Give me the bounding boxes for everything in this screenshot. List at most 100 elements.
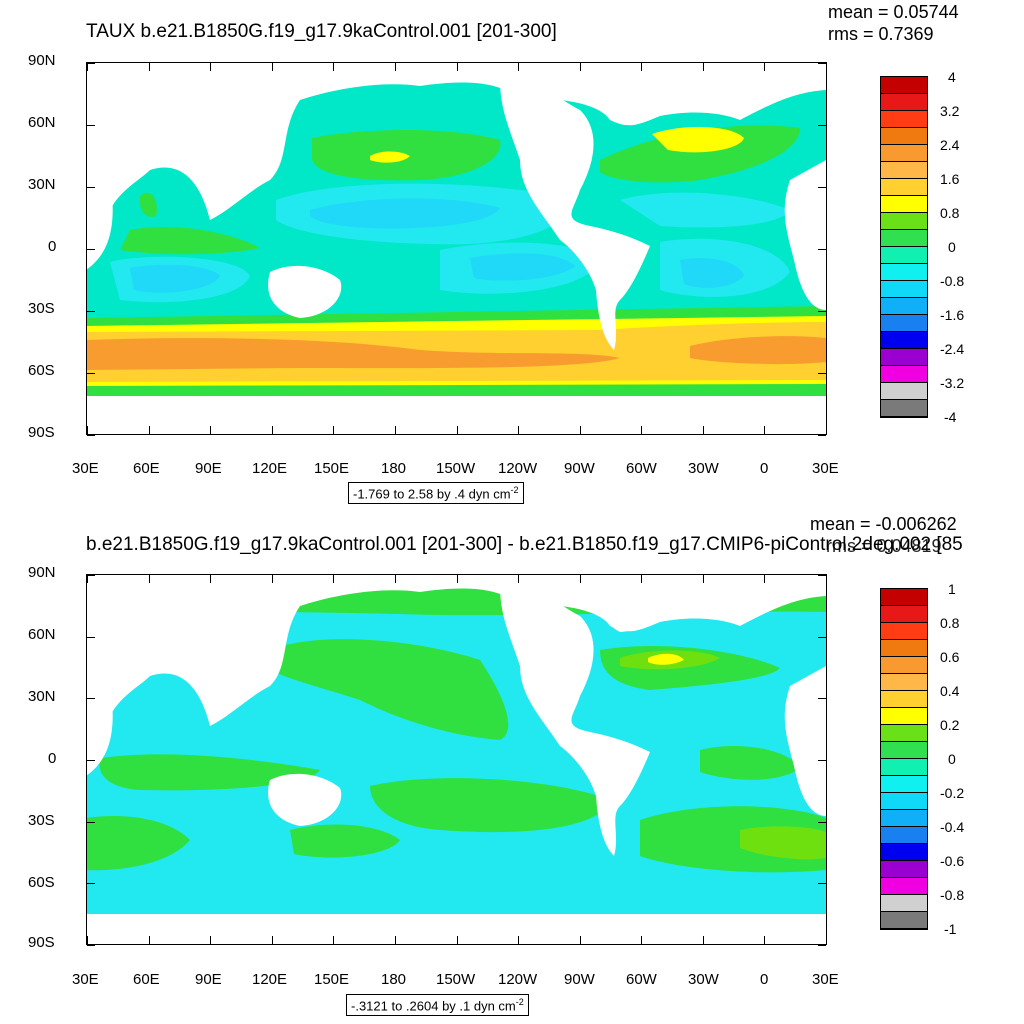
panel-2-lat-90s: 90S <box>28 934 55 951</box>
panel-1-land-antarctica <box>86 396 826 434</box>
panel-1-range-text: -1.769 to 2.58 by .4 dyn cm <box>353 486 511 502</box>
colorbar-swatch <box>881 895 927 912</box>
tick-mark <box>764 63 766 71</box>
panel-2-cb-label: -0.6 <box>940 853 965 869</box>
panel-2-range-sup: -2 <box>515 997 524 1007</box>
tick-mark <box>271 575 273 583</box>
colorbar-swatch <box>881 383 927 400</box>
colorbar-swatch <box>881 725 927 742</box>
colorbar-swatch <box>881 589 927 606</box>
panel-1-cb-label: -4 <box>944 409 957 425</box>
panel-2-lat-0: 0 <box>48 750 57 767</box>
colorbar-swatch <box>881 247 927 264</box>
panel-1-lon-label: 60E <box>133 460 160 477</box>
tick-mark <box>333 575 335 583</box>
panel-1-lat-60n: 60N <box>28 114 56 131</box>
panel-1-atlantic-yellow <box>652 126 744 153</box>
panel-1-land-greenland <box>590 62 670 120</box>
colorbar-swatch <box>881 878 927 895</box>
tick-mark <box>579 575 581 583</box>
panel-1-range-sup: -2 <box>510 485 519 495</box>
tick-mark <box>148 426 150 434</box>
panel-1-land-australia <box>268 265 342 318</box>
tick-mark <box>87 125 95 126</box>
colorbar-swatch <box>881 827 927 844</box>
colorbar-swatch <box>881 179 927 196</box>
panel-2-green-spac <box>370 778 610 833</box>
tick-mark <box>818 945 826 946</box>
panel-2-lon-label: 60W <box>626 971 657 988</box>
colorbar-swatch <box>881 400 927 417</box>
tick-mark <box>87 373 95 374</box>
colorbar-swatch <box>881 162 927 179</box>
panel-2-lat-90n: 90N <box>28 564 56 581</box>
colorbar-swatch <box>881 861 927 878</box>
panel-1-contour-range: -1.769 to 2.58 by .4 dyn cm-2 <box>348 482 524 505</box>
tick-mark <box>702 575 704 583</box>
tick-mark <box>87 936 88 944</box>
panel-2-lon-label: 120W <box>498 971 538 988</box>
tick-mark <box>271 936 273 944</box>
tick-mark <box>579 936 581 944</box>
panel-1-lon-label: 30E <box>812 460 839 477</box>
tick-mark <box>87 311 95 312</box>
tick-mark <box>456 426 458 434</box>
tick-mark <box>579 426 581 434</box>
panel-1-lat-30s: 30S <box>28 300 55 317</box>
tick-mark <box>333 936 335 944</box>
tick-mark <box>818 883 826 885</box>
panel-1-cb-label: 0 <box>948 239 956 255</box>
panel-1-so-orange <box>86 338 620 370</box>
panel-1-lat-30n: 30N <box>28 176 56 193</box>
panel-1-lon-label: 120E <box>252 460 288 477</box>
panel-2-cb-label: 0.8 <box>940 615 960 631</box>
panel-2-colorbar <box>880 588 928 930</box>
panel-1-colorbar <box>880 76 928 418</box>
panel-2-green-so-2 <box>290 824 400 858</box>
panel-1-lat-60s: 60S <box>28 362 55 379</box>
panel-1-satl-blue <box>680 257 744 288</box>
tick-mark <box>818 636 826 638</box>
tick-mark <box>818 435 826 436</box>
tick-mark <box>518 426 520 434</box>
tick-mark <box>818 760 826 761</box>
colorbar-swatch <box>881 298 927 315</box>
panel-2-lon-label: 180 <box>381 971 407 988</box>
panel-1-eq-green-1 <box>120 226 260 255</box>
tick-mark <box>518 936 520 944</box>
panel-1-cb-label: 1.6 <box>940 171 960 187</box>
panel-2-lon-label: 60E <box>133 971 160 988</box>
tick-mark <box>641 63 643 71</box>
tick-mark <box>333 63 335 71</box>
tick-mark <box>818 249 826 250</box>
panel-1-mean: mean = 0.05744 <box>828 2 959 22</box>
tick-mark <box>394 426 396 434</box>
panel-2-rms: rms = 0.04819 <box>826 536 942 556</box>
panel-1-rms: rms = 0.7369 <box>828 24 934 44</box>
colorbar-swatch <box>881 606 927 623</box>
panel-2-land-america <box>500 586 650 856</box>
tick-mark <box>818 311 826 312</box>
tick-mark <box>87 945 95 946</box>
colorbar-swatch <box>881 213 927 230</box>
tick-mark <box>702 936 704 944</box>
colorbar-swatch <box>881 674 927 691</box>
panel-1-cb-label: 0.8 <box>940 205 960 221</box>
panel-2-lon-label: 120E <box>252 971 288 988</box>
panel-1-npac-blue <box>310 198 500 229</box>
tick-mark <box>87 435 95 436</box>
panel-2-lon-label: 30W <box>688 971 719 988</box>
tick-mark <box>271 63 273 71</box>
panel-1-lon-label: 0 <box>760 460 769 477</box>
panel-2-lon-label: 90E <box>195 971 222 988</box>
tick-mark <box>333 426 335 434</box>
panel-2-cb-label: 0 <box>948 751 956 767</box>
panel-1-north-atlantic-green <box>600 125 800 183</box>
colorbar-swatch <box>881 77 927 94</box>
tick-mark <box>148 936 150 944</box>
tick-mark <box>87 698 95 700</box>
tick-mark <box>826 936 827 944</box>
colorbar-swatch <box>881 264 927 281</box>
tick-mark <box>456 63 458 71</box>
panel-1-lon-label: 90W <box>564 460 595 477</box>
